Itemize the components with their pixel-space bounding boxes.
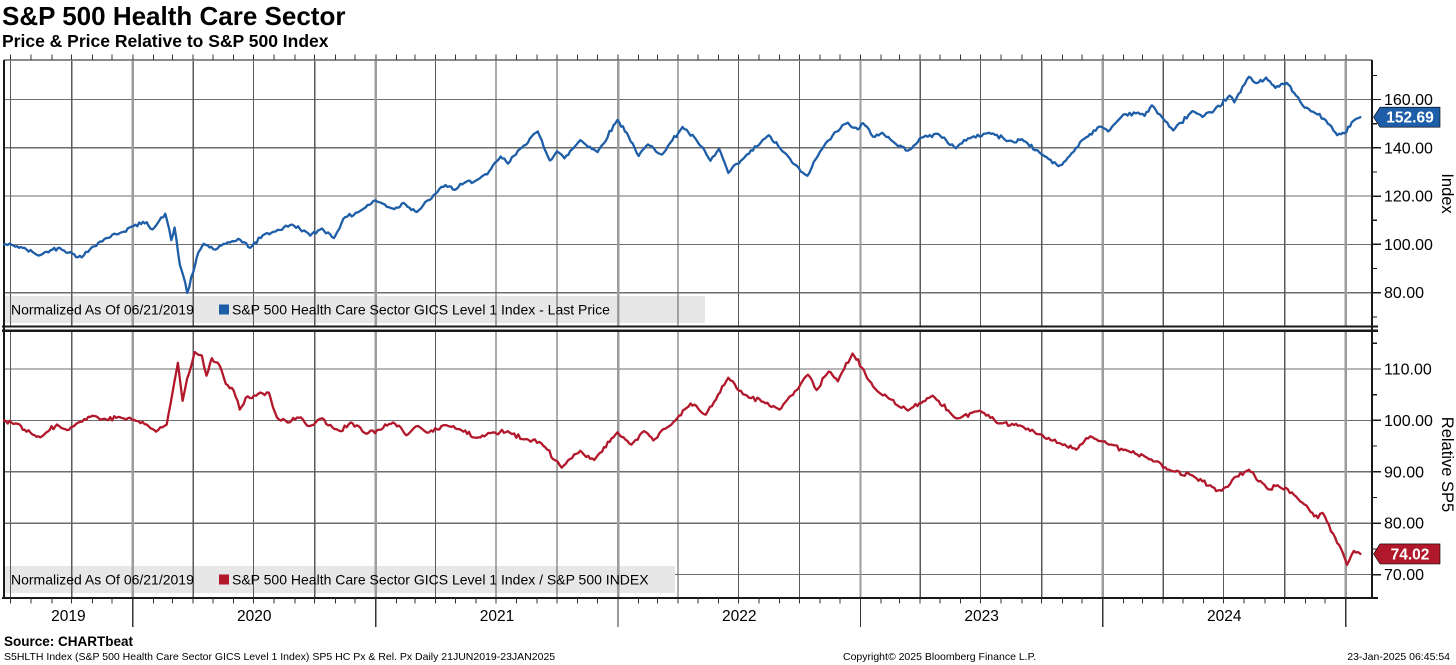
y-tick-label: 80.00 — [1384, 285, 1424, 302]
y-tick-label: 120.00 — [1384, 189, 1433, 206]
y-tick-label: 100.00 — [1384, 237, 1433, 254]
page-title: S&P 500 Health Care Sector — [2, 1, 346, 31]
y-tick-label: 160.00 — [1384, 92, 1433, 109]
title-block: S&P 500 Health Care Sector Price & Price… — [2, 2, 345, 52]
legend-series-label: S&P 500 Health Care Sector GICS Level 1 … — [232, 302, 610, 318]
y-tick-label: 80.00 — [1384, 516, 1424, 533]
legend-normalized-note: Normalized As Of 06/21/2019 — [11, 302, 194, 318]
footer-source: Source: CHARTbeat — [4, 634, 134, 649]
legend-normalized-note: Normalized As Of 06/21/2019 — [11, 572, 194, 588]
y-tick-label: 140.00 — [1384, 140, 1433, 157]
last-price-value: 74.02 — [1391, 546, 1430, 563]
legend-series-marker — [219, 304, 229, 315]
footer-ticker-description: S5HLTH Index (S&P 500 Health Care Sector… — [4, 651, 556, 663]
x-year-label: 2021 — [480, 608, 514, 625]
y-axis-title: Relative SP5 — [1438, 417, 1456, 512]
page-subtitle: Price & Price Relative to S&P 500 Index — [2, 30, 329, 51]
footer: Source: CHARTbeat S5HLTH Index (S&P 500 … — [0, 630, 1456, 665]
x-year-label: 2020 — [237, 608, 272, 625]
footer-copyright: Copyright© 2025 Bloomberg Finance L.P. — [843, 651, 1037, 663]
y-tick-label: 110.00 — [1384, 362, 1432, 379]
x-year-label: 2022 — [722, 608, 756, 625]
legend-strip — [3, 566, 675, 593]
x-year-label: 2024 — [1207, 608, 1242, 625]
relative-line — [2, 350, 1362, 566]
y-tick-label: 70.00 — [1384, 567, 1424, 584]
legend-series-label: S&P 500 Health Care Sector GICS Level 1 … — [232, 572, 649, 588]
price-line — [2, 75, 1362, 295]
y-tick-label: 90.00 — [1384, 464, 1424, 481]
x-year-label: 2023 — [964, 608, 998, 625]
y-tick-label: 100.00 — [1384, 413, 1433, 430]
last-price-badge — [1373, 106, 1441, 128]
legend-strip — [3, 296, 705, 323]
footer-datetime: 23-Jan-2025 06:45:54 — [1347, 651, 1450, 663]
legend-series-marker — [219, 574, 229, 585]
x-year-label: 2019 — [51, 608, 85, 625]
last-price-value: 152.69 — [1386, 110, 1434, 127]
last-price-badge — [1373, 543, 1441, 565]
y-axis-title: Index — [1438, 173, 1456, 214]
